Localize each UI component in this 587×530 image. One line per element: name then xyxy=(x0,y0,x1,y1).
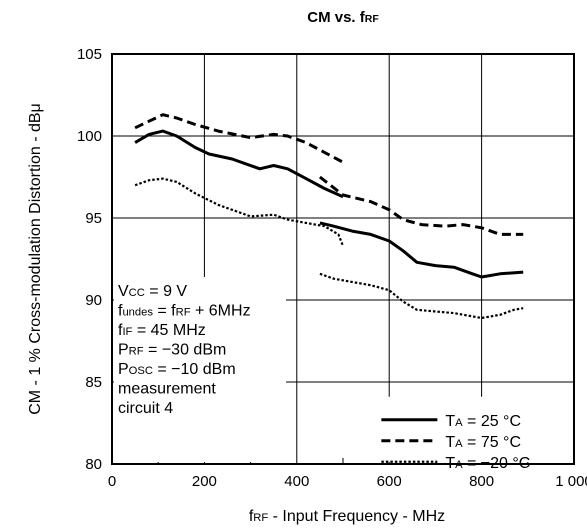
legend-label: TA = −20 °C xyxy=(445,455,530,472)
chart-title: CM vs. fRF xyxy=(307,9,379,26)
x-tick-label: 600 xyxy=(377,473,402,490)
y-tick-label: 80 xyxy=(85,456,102,473)
series-line xyxy=(134,129,344,199)
legend-label: TA = 75 °C xyxy=(445,434,521,451)
annotation-line: measurement xyxy=(118,381,216,398)
series-line xyxy=(134,113,344,164)
x-tick-label: 200 xyxy=(192,473,217,490)
x-tick-label: 400 xyxy=(284,473,309,490)
series-line xyxy=(319,272,524,320)
annotation-line: VCC = 9 V xyxy=(118,283,187,300)
x-tick-label: 1 000 xyxy=(555,473,587,490)
annotation-line: circuit 4 xyxy=(118,400,173,417)
legend-background xyxy=(375,396,572,462)
annotation-line: fundes = fRF + 6MHz xyxy=(118,303,251,320)
y-tick-label: 85 xyxy=(85,374,102,391)
series-line xyxy=(134,177,345,247)
y-tick-label: 100 xyxy=(77,128,102,145)
x-axis-label: fRF - Input Frequency - MHz xyxy=(249,508,445,525)
y-axis-label: CM - 1 % Cross-modulation Distortion - d… xyxy=(27,103,44,415)
annotation-line: fIF = 45 MHz xyxy=(118,322,206,339)
series-line xyxy=(319,221,524,279)
y-tick-label: 95 xyxy=(85,210,102,227)
series-line xyxy=(318,175,524,236)
legend-label: TA = 25 °C xyxy=(445,413,521,430)
x-tick-label: 0 xyxy=(108,473,116,490)
y-tick-label: 105 xyxy=(77,46,102,63)
annotation-line: PRF = −30 dBm xyxy=(118,342,226,359)
annotation-background xyxy=(114,277,286,462)
y-tick-label: 90 xyxy=(85,292,102,309)
annotation-line: POSC = −10 dBm xyxy=(118,361,236,378)
x-tick-label: 800 xyxy=(469,473,494,490)
